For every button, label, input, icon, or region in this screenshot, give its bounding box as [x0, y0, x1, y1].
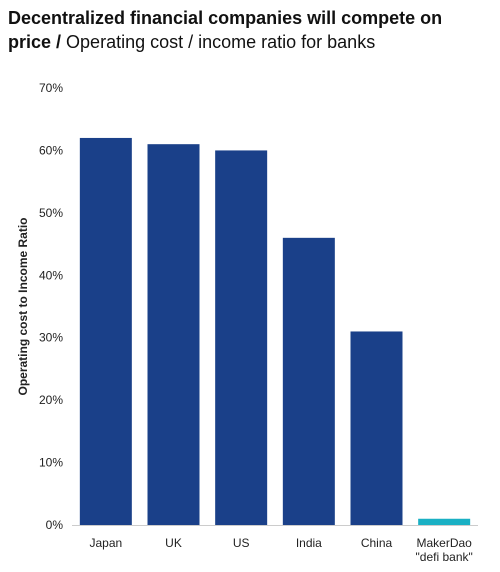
chart-title-line2: price / Operating cost / income ratio fo… [8, 30, 496, 54]
y-tick-label: 0% [46, 518, 64, 532]
y-axis-label: Operating cost to Income Ratio [16, 217, 30, 395]
y-tick-label: 70% [39, 81, 63, 95]
bar [147, 144, 200, 525]
y-tick-label: 10% [39, 456, 63, 470]
y-tick-label: 40% [39, 268, 63, 282]
bar [418, 518, 471, 525]
bars [79, 137, 471, 526]
y-tick-label: 60% [39, 143, 63, 157]
x-tick-label: MakerDao "defi bank" [416, 536, 473, 564]
y-axis: 0% 10% 20% 30% 40% 50% 60% 70% [39, 81, 63, 532]
x-tick-label: India [296, 536, 322, 550]
x-axis: Japan UK US India China MakerDao "defi bank" [89, 536, 472, 564]
bar [215, 150, 268, 525]
x-tick-label: US [233, 536, 250, 550]
chart-title-continuation: price / [8, 32, 62, 52]
bar [282, 237, 335, 526]
y-tick-label: 50% [39, 206, 63, 220]
bar [350, 331, 403, 525]
x-tick-label: UK [165, 536, 182, 550]
y-tick-label: 30% [39, 331, 63, 345]
x-tick-label: China [361, 536, 393, 550]
bar [79, 137, 132, 525]
chart-subtitle: Operating cost / income ratio for banks [66, 32, 376, 52]
x-tick-label: Japan [89, 536, 122, 550]
chart-title-block: Decentralized financial companies will c… [8, 6, 496, 54]
y-tick-label: 20% [39, 393, 63, 407]
chart-title: Decentralized financial companies will c… [8, 8, 443, 28]
